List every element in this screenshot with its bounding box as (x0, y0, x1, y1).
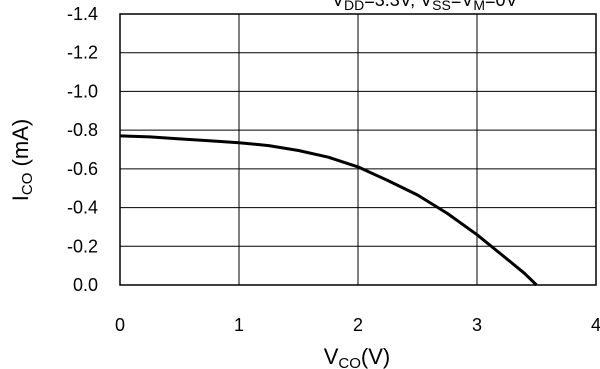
annotation-part: =V (451, 0, 474, 10)
y-tick-label: -0.2 (67, 236, 98, 256)
x-tick-label: 0 (115, 315, 125, 335)
annotation-part: =0V (485, 0, 518, 10)
y-tick-label: 0.0 (73, 275, 98, 295)
series-layer (119, 134, 538, 287)
y-tick-label: -1.0 (67, 81, 98, 101)
x-tick-label: 1 (234, 315, 244, 335)
y-tick-label: -0.6 (67, 159, 98, 179)
y-tick-label: -1.4 (67, 4, 98, 24)
condition-annotation: VDD=3.3V, VSS=VM=0V (332, 0, 518, 13)
tick-labels: -1.4 -1.2 -1.0 -0.8 -0.6 -0.4 -0.2 0.0 0 1 2 3 4 (67, 4, 600, 335)
series-line (119, 134, 538, 287)
annotation-part: DD (344, 0, 364, 13)
x-tick-label: 4 (591, 315, 600, 335)
y-tick-label: -0.8 (67, 120, 98, 140)
y-tick-label: -0.4 (67, 198, 98, 218)
annotation-part: SS (432, 0, 451, 13)
annotation-part: V (332, 0, 344, 10)
grid (120, 14, 596, 285)
annotation-part: M (473, 0, 485, 13)
y-tick-label: -1.2 (67, 43, 98, 63)
y-axis-label: ICO (mA) (8, 119, 36, 201)
x-tick-label: 3 (472, 315, 482, 335)
annotation-part: =3.3V, V (364, 0, 432, 10)
plot-frame (119, 13, 597, 286)
x-axis-label: VCO(V) (324, 344, 391, 369)
x-tick-label: 2 (353, 315, 363, 335)
